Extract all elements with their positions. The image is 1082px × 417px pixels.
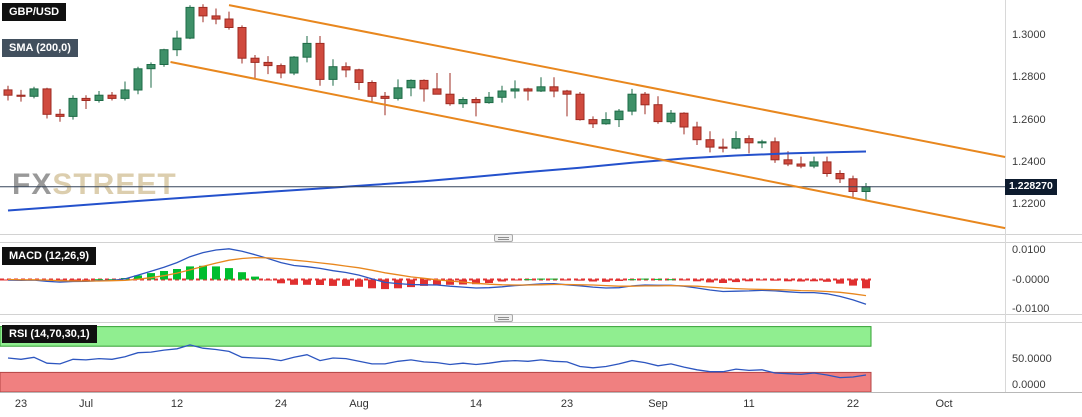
last-price-badge: 1.228270	[1005, 179, 1057, 195]
time-tick-label: Sep	[648, 398, 668, 410]
time-axis[interactable]: 23 Jul 12 24 Aug 14 23 Sep 11 22 Oct	[0, 392, 1082, 417]
watermark-fx: FX	[12, 168, 53, 201]
axis-tick-label: -0.0100	[1012, 303, 1050, 315]
rsi-line[interactable]	[7, 344, 867, 379]
price-axis[interactable]: 1.3000 1.2800 1.2600 1.2400 1.2200 0.0100 -0.0…	[1005, 0, 1082, 392]
panel-resize-handle-1[interactable]	[494, 234, 513, 242]
time-tick-label: Aug	[349, 398, 369, 410]
time-tick-label: 23	[560, 398, 574, 410]
axis-tick-label: 1.2200	[1012, 198, 1046, 210]
grip-line	[498, 318, 509, 320]
rsi-oversold-band	[0, 371, 872, 392]
axis-tick-label: 0.0100	[1012, 244, 1046, 256]
axis-tick-label: 1.2400	[1012, 156, 1046, 168]
time-tick-label: 23	[14, 398, 28, 410]
chart-canvas[interactable]	[0, 0, 1082, 392]
macd-signal-line[interactable]	[7, 256, 867, 297]
axis-tick-label: 50.0000	[1012, 353, 1052, 365]
axis-tick-label: 0.0000	[1012, 379, 1046, 391]
time-tick-label: 11	[743, 398, 755, 410]
sma-indicator-badge[interactable]: SMA (200,0)	[2, 39, 78, 58]
time-tick-label: 14	[469, 398, 483, 410]
fxstreet-watermark: FXSTREET	[12, 168, 177, 202]
candlestick-series[interactable]	[3, 4, 871, 201]
time-tick-label: 12	[170, 398, 184, 410]
time-tick-label: Jul	[78, 398, 94, 410]
grip-line	[498, 236, 509, 238]
macd-line[interactable]	[7, 248, 867, 305]
rsi-indicator-badge[interactable]: RSI (14,70,30,1)	[2, 325, 97, 344]
lower-channel-trendline[interactable]	[170, 61, 1006, 230]
axis-tick-label: 1.2600	[1012, 114, 1046, 126]
watermark-street: STREET	[52, 168, 177, 201]
time-tick-label: Oct	[935, 398, 953, 410]
symbol-badge[interactable]: GBP/USD	[2, 3, 67, 22]
grip-line	[498, 316, 509, 318]
panel-resize-handle-2[interactable]	[494, 314, 513, 322]
time-tick-label: 22	[846, 398, 860, 410]
rsi-overbought-band	[0, 326, 872, 347]
upper-channel-trendline[interactable]	[228, 4, 1006, 158]
time-tick-label: 24	[274, 398, 288, 410]
axis-tick-label: 1.3000	[1012, 29, 1046, 41]
sma-200-line[interactable]	[7, 150, 867, 212]
grip-line	[498, 238, 509, 240]
axis-tick-label: 1.2800	[1012, 71, 1046, 83]
macd-indicator-badge[interactable]: MACD (12,26,9)	[2, 247, 97, 266]
axis-tick-label: -0.0000	[1012, 274, 1050, 286]
